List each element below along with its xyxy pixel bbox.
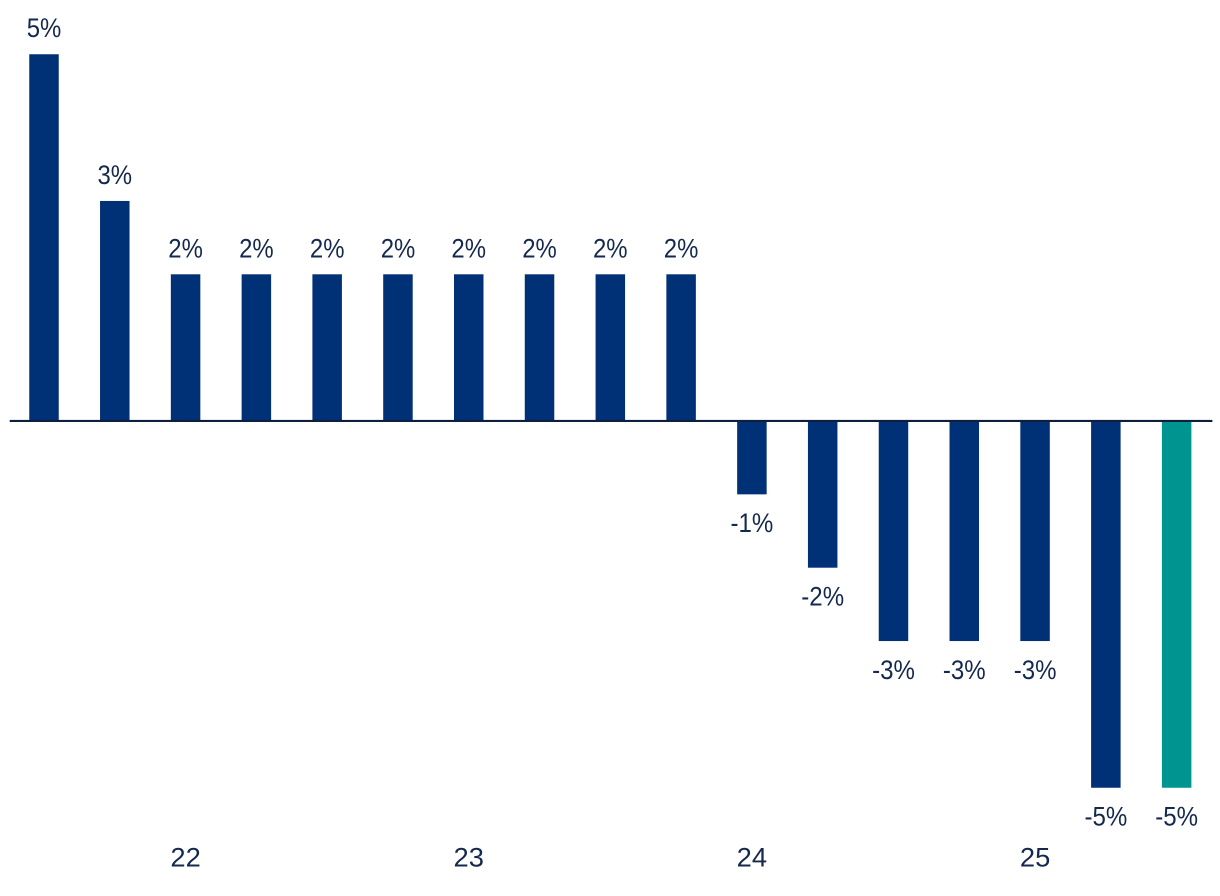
svg-text:2%: 2% [310,233,345,263]
svg-text:-5%: -5% [1155,802,1198,832]
svg-text:3%: 3% [98,160,133,190]
svg-text:-2%: -2% [801,582,844,612]
svg-text:-5%: -5% [1085,802,1128,832]
svg-text:2%: 2% [381,233,416,263]
svg-text:22: 22 [170,842,200,872]
svg-text:2%: 2% [451,233,486,263]
svg-text:2%: 2% [593,233,628,263]
svg-text:-3%: -3% [943,655,986,685]
svg-text:25: 25 [1020,842,1050,872]
svg-text:-1%: -1% [731,508,774,538]
svg-text:-3%: -3% [1014,655,1057,685]
svg-text:2%: 2% [522,233,557,263]
svg-text:23: 23 [454,842,484,872]
svg-text:-3%: -3% [872,655,915,685]
svg-text:24: 24 [737,842,767,872]
svg-text:5%: 5% [27,13,62,43]
svg-text:2%: 2% [664,233,699,263]
svg-text:2%: 2% [168,233,203,263]
svg-text:2%: 2% [239,233,274,263]
